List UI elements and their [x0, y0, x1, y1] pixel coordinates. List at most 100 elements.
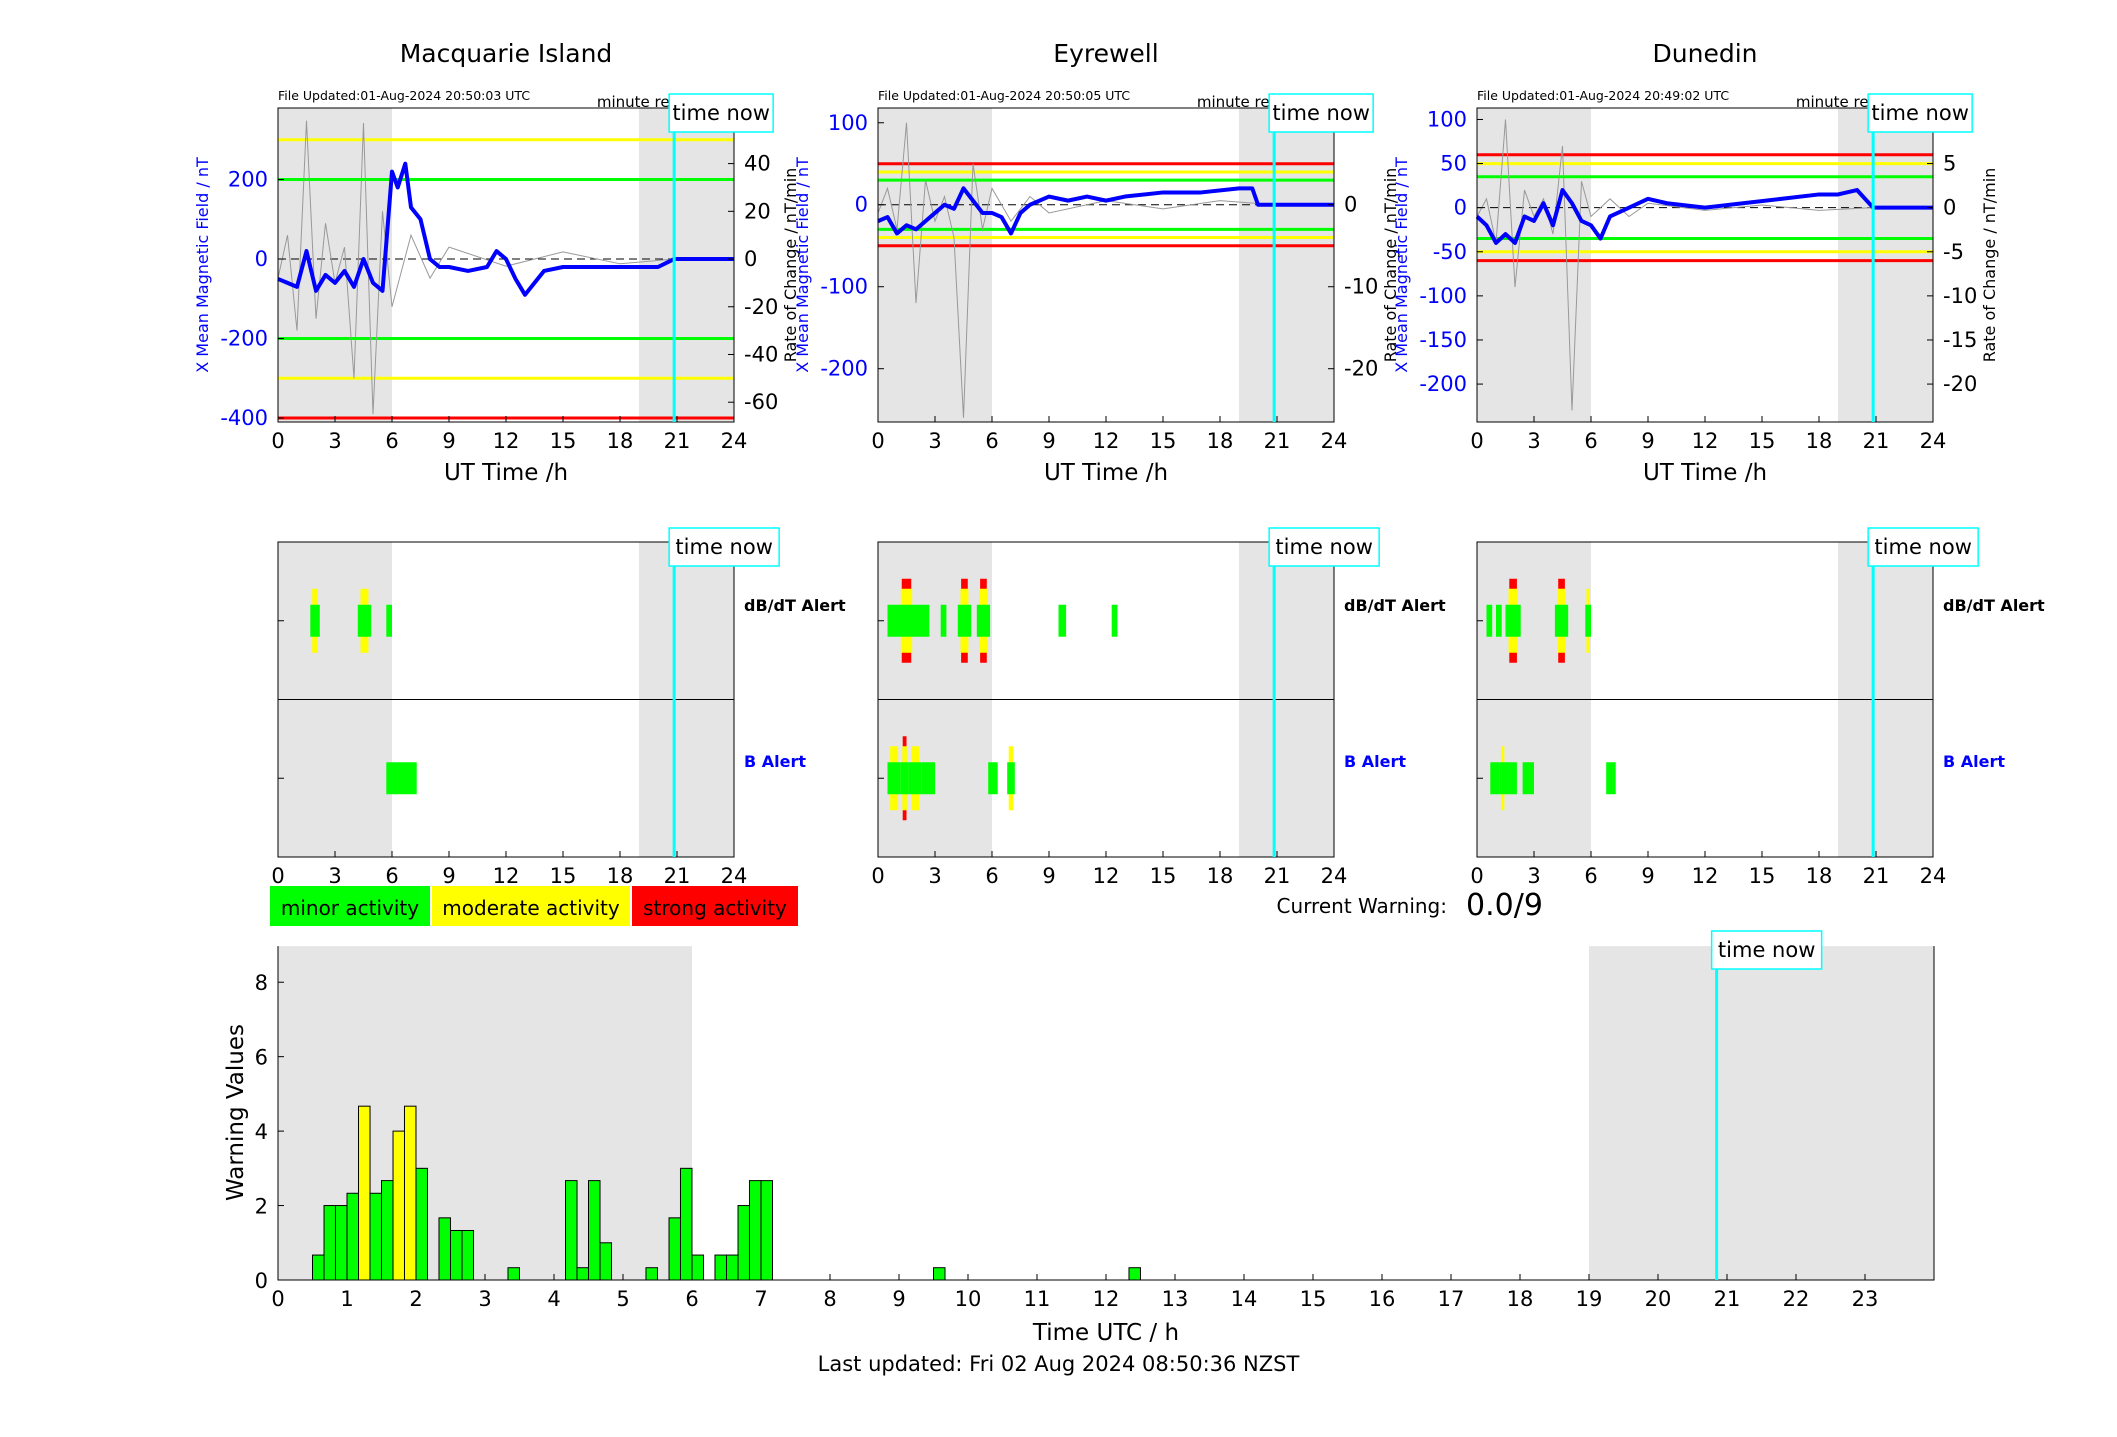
- station-3-y2-tick-label: 0: [1943, 196, 1956, 220]
- station-1-y-tick-label: -400: [220, 406, 268, 430]
- station-1-x-tick-label: 18: [607, 429, 634, 453]
- warning-bar: [507, 1267, 520, 1281]
- station-1-x-tick-label: 12: [493, 429, 520, 453]
- warning-y-axis-label: Warning Values: [223, 1024, 249, 1201]
- alerts-1-b-label: B Alert: [744, 752, 806, 771]
- alerts-2-b-label: B Alert: [1344, 752, 1406, 771]
- warning-y-tick-label: 0: [255, 1269, 268, 1293]
- station-2-shade-region: [878, 108, 992, 422]
- station-1-y2-tick-label: -40: [744, 342, 778, 366]
- warning-bar: [346, 1192, 360, 1281]
- alerts-1-alert-green: [357, 604, 372, 637]
- warning-x-tick-label: 0: [271, 1287, 284, 1311]
- station-1-y2-axis-label: Rate of Change / nT/min: [781, 168, 800, 363]
- warning-bar: [588, 1180, 601, 1281]
- current-warning-value: 0.0/9: [1466, 888, 1543, 923]
- alerts-3-x-tick-label: 15: [1749, 864, 1776, 888]
- warning-shade-region: [1589, 945, 1934, 1280]
- alerts-2-time-now-box: [1268, 527, 1380, 567]
- station-1-y2-tick-label: -20: [744, 295, 778, 319]
- station-3-file-updated: File Updated:01-Aug-2024 20:49:02 UTC: [1477, 88, 1729, 103]
- alerts-2-alert-green: [908, 762, 922, 795]
- station-3-y-tick-label: -200: [1419, 372, 1467, 396]
- station-2-shade-region: [1239, 108, 1334, 422]
- alerts-2-alert-green: [957, 604, 972, 637]
- alerts-2-alert-green: [940, 604, 947, 637]
- warning-time-now-box: [1710, 930, 1823, 970]
- station-3-mean-trace: [1475, 188, 1933, 245]
- legend-swatch-3: [632, 886, 798, 926]
- station-1-y2-tick-label: 40: [744, 152, 771, 176]
- legend-label-1: minor activity: [281, 896, 419, 920]
- station-1-x-tick-label: 15: [550, 429, 577, 453]
- warning-bar: [933, 1267, 946, 1281]
- alerts-3-x-tick-label: 18: [1806, 864, 1833, 888]
- warning-x-tick-label: 14: [1231, 1287, 1258, 1311]
- station-3-x-tick-label: 21: [1863, 429, 1890, 453]
- station-2-x-tick-label: 6: [985, 429, 998, 453]
- station-2-x-tick-label: 12: [1093, 429, 1120, 453]
- station-3-y2-tick-label: -10: [1943, 284, 1977, 308]
- alerts-1-x-tick-label: 21: [664, 864, 691, 888]
- warning-bar: [403, 1105, 417, 1281]
- warning-x-tick-label: 2: [409, 1287, 422, 1311]
- alerts-1-alert-green: [386, 762, 417, 795]
- alerts-3-x-tick-label: 3: [1527, 864, 1540, 888]
- alerts-3-time-now-label: time now: [1874, 535, 1971, 559]
- legend-swatch-2: [432, 886, 630, 926]
- warning-x-tick-label: 11: [1024, 1287, 1051, 1311]
- alerts-3-time-now-box: [1867, 527, 1979, 567]
- warning-x-tick-label: 8: [823, 1287, 836, 1311]
- station-1-x-tick-label: 24: [721, 429, 748, 453]
- warning-bar: [737, 1205, 751, 1281]
- station-3-x-tick-label: 18: [1806, 429, 1833, 453]
- station-3-y-tick-label: 0: [1454, 196, 1467, 220]
- station-2-y2-axis-label: Rate of Change / nT/min: [1381, 168, 1400, 363]
- station-3-x-tick-label: 12: [1692, 429, 1719, 453]
- warning-y-tick-label: 4: [255, 1120, 268, 1144]
- station-2-mean-trace: [877, 186, 1334, 236]
- warning-x-tick-label: 13: [1162, 1287, 1189, 1311]
- warning-bar: [576, 1267, 589, 1281]
- warning-x-tick-label: 16: [1369, 1287, 1396, 1311]
- alerts-2-x-tick-label: 21: [1264, 864, 1291, 888]
- alerts-1-time-now-label: time now: [675, 535, 772, 559]
- station-2-y2-tick-label: -20: [1344, 357, 1378, 381]
- station-2-y2-tick-label: -10: [1344, 275, 1378, 299]
- warning-x-tick-label: 9: [892, 1287, 905, 1311]
- warning-bar: [645, 1267, 658, 1281]
- station-3-y2-tick-label: -15: [1943, 328, 1977, 352]
- warning-x-tick-label: 3: [478, 1287, 491, 1311]
- station-2-time-now-box: [1268, 93, 1374, 133]
- station-3-x-tick-label: 24: [1920, 429, 1947, 453]
- station-3-y2-tick-label: 5: [1943, 152, 1956, 176]
- station-3-y2-tick-label: -5: [1943, 240, 1964, 264]
- station-1-y-tick-label: 0: [255, 247, 268, 271]
- warning-bar: [334, 1205, 348, 1281]
- station-2-y-tick-label: 100: [828, 111, 868, 135]
- legend-swatch-1: [270, 886, 430, 926]
- alerts-1-x-tick-label: 12: [493, 864, 520, 888]
- alerts-1-x-tick-label: 6: [385, 864, 398, 888]
- alerts-2-time-now-label: time now: [1275, 535, 1372, 559]
- station-2-y2-tick-label: 0: [1344, 193, 1357, 217]
- alerts-1-alert-green: [310, 604, 320, 637]
- warning-bar: [450, 1229, 463, 1281]
- alerts-1-x-tick-label: 0: [271, 864, 284, 888]
- station-3-x-tick-label: 15: [1749, 429, 1776, 453]
- alerts-2-alert-green: [1007, 762, 1015, 795]
- warning-bar: [668, 1217, 682, 1281]
- legend-label-2: moderate activity: [442, 896, 620, 920]
- station-2-x-tick-label: 18: [1207, 429, 1234, 453]
- station-1-x-tick-label: 0: [271, 429, 284, 453]
- station-3-shade-region: [1477, 108, 1591, 422]
- station-1-x-tick-label: 3: [328, 429, 341, 453]
- alerts-2-alert-green: [887, 762, 901, 795]
- alerts-3-alert-green: [1496, 604, 1502, 637]
- warning-x-tick-label: 5: [616, 1287, 629, 1311]
- station-3-time-now-box: [1867, 93, 1973, 133]
- alerts-3-x-tick-label: 0: [1470, 864, 1483, 888]
- warning-x-tick-label: 6: [685, 1287, 698, 1311]
- alerts-2-x-tick-label: 6: [985, 864, 998, 888]
